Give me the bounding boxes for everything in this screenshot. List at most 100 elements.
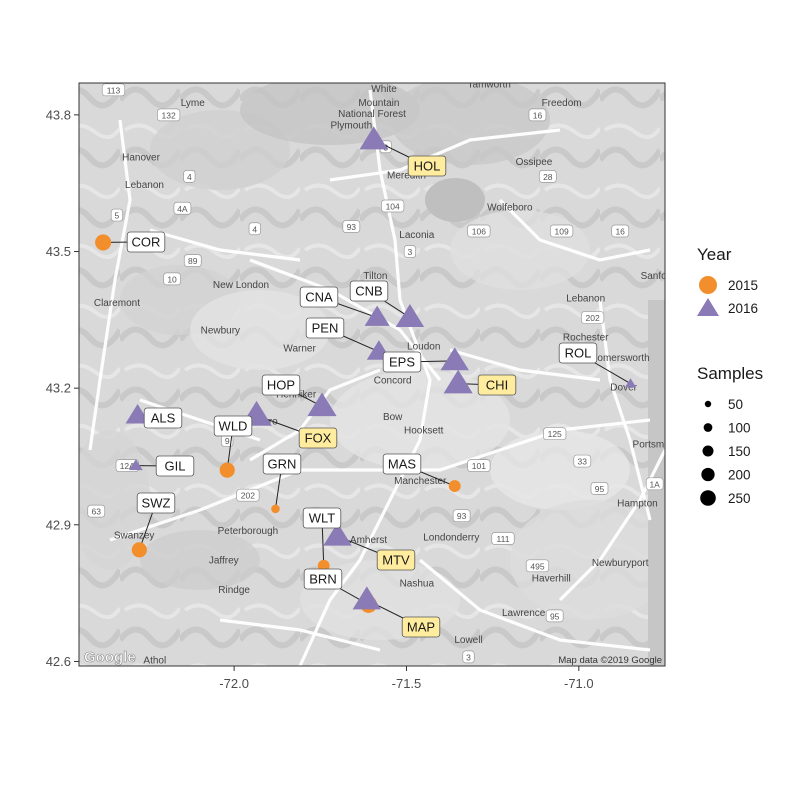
place-label: Claremont <box>94 298 140 309</box>
site-marker-mas <box>449 480 461 492</box>
legend-size-dot-50 <box>705 401 711 407</box>
site-label-hol: HOL <box>408 156 446 176</box>
site-label-text: GRN <box>268 457 297 472</box>
google-logo: Google <box>84 649 136 666</box>
route-shield-label: 202 <box>586 313 600 323</box>
site-marker-grn <box>271 505 280 514</box>
place-label: Loudon <box>407 341 440 352</box>
legend-swatch-2015 <box>699 276 717 294</box>
site-label-chi: CHI <box>478 375 516 395</box>
route-shield-label: 109 <box>554 227 568 237</box>
site-label-hop: HOP <box>262 375 300 395</box>
place-label: White <box>371 84 397 95</box>
route-shield-label: 104 <box>386 201 400 211</box>
site-label-cnb: CNB <box>350 281 388 301</box>
site-label-mas: MAS <box>383 454 421 474</box>
place-label: Londonderry <box>423 533 479 544</box>
place-label: Newbury <box>201 326 240 337</box>
route-shield-label: 3 <box>408 247 413 257</box>
route-shield: 95 <box>546 610 563 622</box>
site-label-text: GIL <box>165 459 186 474</box>
lake-shape <box>425 178 485 222</box>
place-label: Athol <box>143 656 166 667</box>
legend-label-2016: 2016 <box>728 301 758 316</box>
place-label: Lebanon <box>566 294 605 305</box>
site-label-text: COR <box>132 235 161 250</box>
place-label: Rindge <box>218 585 250 596</box>
place-label: Laconia <box>399 230 434 241</box>
legend-label-2015: 2015 <box>728 278 758 293</box>
place-label: Hooksett <box>404 426 444 437</box>
legend-size-label-50: 50 <box>728 397 743 412</box>
place-label: Tilton <box>363 271 387 282</box>
route-shield-label: 4 <box>252 224 257 234</box>
y-tick-label: 43.8 <box>46 107 71 122</box>
route-shield-label: 93 <box>457 511 467 521</box>
route-shield: 125 <box>543 428 566 440</box>
route-shield: 101 <box>468 460 491 472</box>
legend-size-dot-200 <box>701 468 714 481</box>
site-label-text: BRN <box>309 572 336 587</box>
legend-size-label-150: 150 <box>728 444 751 459</box>
place-label: Amherst <box>350 535 387 546</box>
route-shield-label: 93 <box>347 222 357 232</box>
place-label: Nashua <box>400 578 435 589</box>
route-shield: 3 <box>404 246 416 258</box>
place-label: Haverhill <box>532 574 571 585</box>
route-shield-label: 125 <box>548 429 562 439</box>
route-shield: 16 <box>612 225 629 237</box>
site-label-wlt: WLT <box>303 508 341 528</box>
site-label-text: MAS <box>388 457 417 472</box>
legend-size-dot-100 <box>704 423 713 432</box>
route-shield: 109 <box>550 225 573 237</box>
site-label-brn: BRN <box>304 569 342 589</box>
route-shield-label: 28 <box>543 172 553 182</box>
place-label: Somersworth <box>591 353 650 364</box>
place-label: Wolfeboro <box>487 203 533 214</box>
site-label-text: CNA <box>305 290 333 305</box>
route-shield: 5 <box>111 209 123 221</box>
route-shield-label: 106 <box>472 227 486 237</box>
legend-size-label-100: 100 <box>728 421 751 436</box>
route-shield-label: 4 <box>187 172 192 182</box>
route-shield-label: 101 <box>472 461 486 471</box>
site-label-text: ALS <box>151 411 176 426</box>
site-label-fox: FOX <box>299 428 337 448</box>
route-shield-label: 1A <box>649 479 660 489</box>
place-label: Hanover <box>122 152 160 163</box>
site-label-als: ALS <box>144 408 182 428</box>
route-shield: 63 <box>88 505 105 517</box>
site-label-text: FOX <box>305 431 332 446</box>
site-label-cna: CNA <box>300 287 338 307</box>
site-label-wld: WLD <box>214 416 252 436</box>
place-label: Lebanon <box>125 180 164 191</box>
site-marker-cor <box>95 234 111 250</box>
place-label: Concord <box>374 376 412 387</box>
legend-size-dot-150 <box>703 446 714 457</box>
site-label-text: SWZ <box>142 496 171 511</box>
route-shield-label: 95 <box>595 484 605 494</box>
site-label-grn: GRN <box>263 454 301 474</box>
route-shield: 4A <box>174 202 191 214</box>
site-label-swz: SWZ <box>137 493 175 513</box>
route-shield: 4 <box>249 223 260 235</box>
x-tick-label: -72.0 <box>219 676 249 691</box>
legend-size-dot-250 <box>700 490 716 506</box>
place-label: Peterborough <box>218 526 279 537</box>
terrain-patch <box>140 530 260 590</box>
map-attribution: Map data ©2019 Google <box>558 655 662 666</box>
route-shield: 89 <box>184 255 201 267</box>
route-shield-label: 16 <box>615 227 625 237</box>
route-shield: 495 <box>526 560 549 572</box>
route-shield: 3 <box>463 651 475 663</box>
site-label-rol: ROL <box>559 343 597 363</box>
route-shield-label: 5 <box>115 211 120 221</box>
site-label-cor: COR <box>127 232 165 252</box>
y-tick-label: 43.2 <box>46 381 71 396</box>
site-label-text: ROL <box>565 346 592 361</box>
place-label: Rochester <box>563 332 609 343</box>
place-label: Portsmouth <box>633 439 684 450</box>
route-shield: 113 <box>102 84 125 96</box>
route-shield: 10 <box>164 273 181 285</box>
site-label-map: MAP <box>402 617 440 637</box>
